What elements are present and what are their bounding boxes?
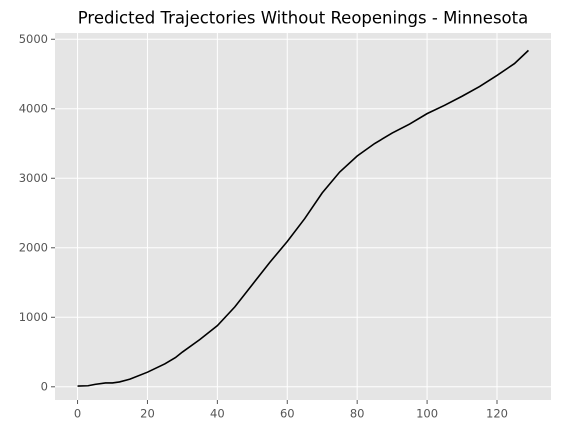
y-tick-label: 4000 [19, 101, 48, 115]
y-tick-label: 2000 [19, 240, 48, 254]
y-tick-label: 1000 [19, 310, 48, 324]
x-tick-label: 20 [140, 407, 155, 421]
y-tick-label: 0 [41, 379, 48, 393]
x-tick-label: 0 [74, 407, 81, 421]
chart-title: Predicted Trajectories Without Reopening… [78, 9, 528, 28]
x-tick-label: 80 [350, 407, 365, 421]
line [77, 49, 530, 387]
x-tick-label: 60 [280, 407, 295, 421]
y-tick-label: 3000 [19, 171, 48, 185]
plot-area [55, 33, 551, 400]
x-tick-label: 100 [416, 407, 438, 421]
x-tick-label: 120 [486, 407, 508, 421]
x-tick-label: 40 [210, 407, 225, 421]
y-tick-label: 5000 [19, 32, 48, 46]
